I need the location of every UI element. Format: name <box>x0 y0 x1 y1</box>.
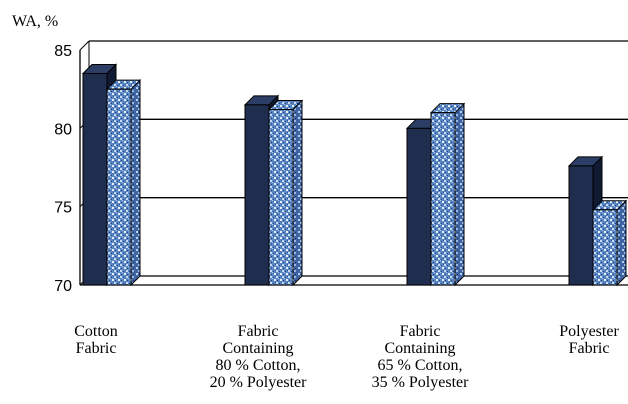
x-category-line: 35 % Polyester <box>372 374 470 391</box>
axes <box>79 41 628 286</box>
bar-s2-2 <box>267 99 304 287</box>
bar-s2-1 <box>105 78 142 287</box>
bar-front <box>568 165 594 286</box>
y-tick-85: 85 <box>54 43 72 60</box>
x-category-line: Fabric <box>569 340 610 357</box>
bar-front <box>406 127 432 286</box>
bar-s2-4 <box>591 199 628 287</box>
x-category-line: Fabric <box>76 340 117 357</box>
x-category-line: Polyester <box>559 323 619 340</box>
x-category-line: Fabric <box>400 323 441 340</box>
x-category-line: 80 % Cotton, <box>216 357 301 374</box>
y-axis-label: WA, % <box>12 13 58 30</box>
y-tick-70: 70 <box>54 278 72 295</box>
bar-front <box>106 88 132 286</box>
bar-front <box>244 104 270 286</box>
x-category-label-3: Fabric Containing 65 % Cotton, 35 % Polyest… <box>372 323 470 391</box>
x-category-line: Fabric <box>238 323 279 340</box>
x-category-line: 20 % Polyester <box>210 374 308 391</box>
x-category-line: Containing <box>384 340 455 357</box>
bar-front <box>82 73 108 286</box>
x-category-line: 65 % Cotton, <box>378 357 463 374</box>
bars <box>81 63 628 287</box>
bar-front <box>268 109 294 286</box>
bar-front <box>592 209 618 286</box>
bar-side <box>616 199 627 287</box>
bar-side <box>130 78 141 287</box>
x-category-label-4: Polyester Fabric <box>559 323 619 357</box>
y-tick-75: 75 <box>54 200 72 217</box>
y-tick-80: 80 <box>54 121 72 138</box>
bar-side <box>292 99 303 287</box>
x-category-line: Containing <box>222 340 293 357</box>
bar-s2-3 <box>429 102 466 287</box>
x-category-label-1: Cotton Fabric <box>74 323 118 357</box>
x-category-label-2: Fabric Containing 80 % Cotton, 20 % Polyest… <box>210 323 308 391</box>
bar-front <box>430 112 456 286</box>
gridlines <box>79 40 628 286</box>
bar-side <box>454 102 465 287</box>
x-category-line: Cotton <box>74 323 118 340</box>
gridline-depth-85 <box>79 40 90 51</box>
